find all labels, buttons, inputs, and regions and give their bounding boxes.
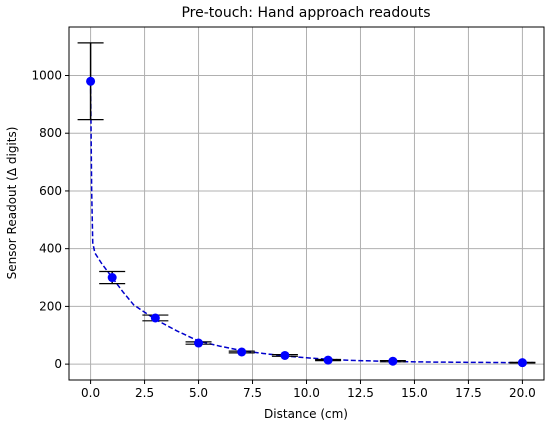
data-point [323,355,333,365]
x-tick-label: 10.0 [293,386,320,400]
x-tick-label: 0.0 [81,386,100,400]
data-point [388,356,398,366]
y-tick-label: 200 [39,299,62,313]
y-tick-label: 600 [39,184,62,198]
data-point [517,358,527,368]
x-tick-label: 7.5 [243,386,262,400]
x-axis-label: Distance (cm) [264,407,348,421]
chart-title: Pre-touch: Hand approach readouts [181,5,430,21]
y-tick-label: 0 [54,357,62,371]
plot-frame [68,26,545,381]
data-point [86,76,96,86]
y-tick-label: 1000 [31,68,62,82]
x-tick-label: 17.5 [455,386,482,400]
fit-curve [89,81,534,364]
x-tick-label: 12.5 [347,386,374,400]
data-point [237,347,247,357]
x-tick-label: 5.0 [189,386,208,400]
x-tick-label: 2.5 [135,386,154,400]
x-tick-label: 20.0 [509,386,536,400]
data-point [280,350,290,360]
y-axis-label: Sensor Readout (Δ digits) [5,127,19,280]
data-point [107,273,117,283]
data-point [194,338,204,348]
y-tick-label: 800 [39,126,62,140]
x-tick-label: 15.0 [401,386,428,400]
data-point [150,313,160,323]
y-tick-label: 400 [39,242,62,256]
